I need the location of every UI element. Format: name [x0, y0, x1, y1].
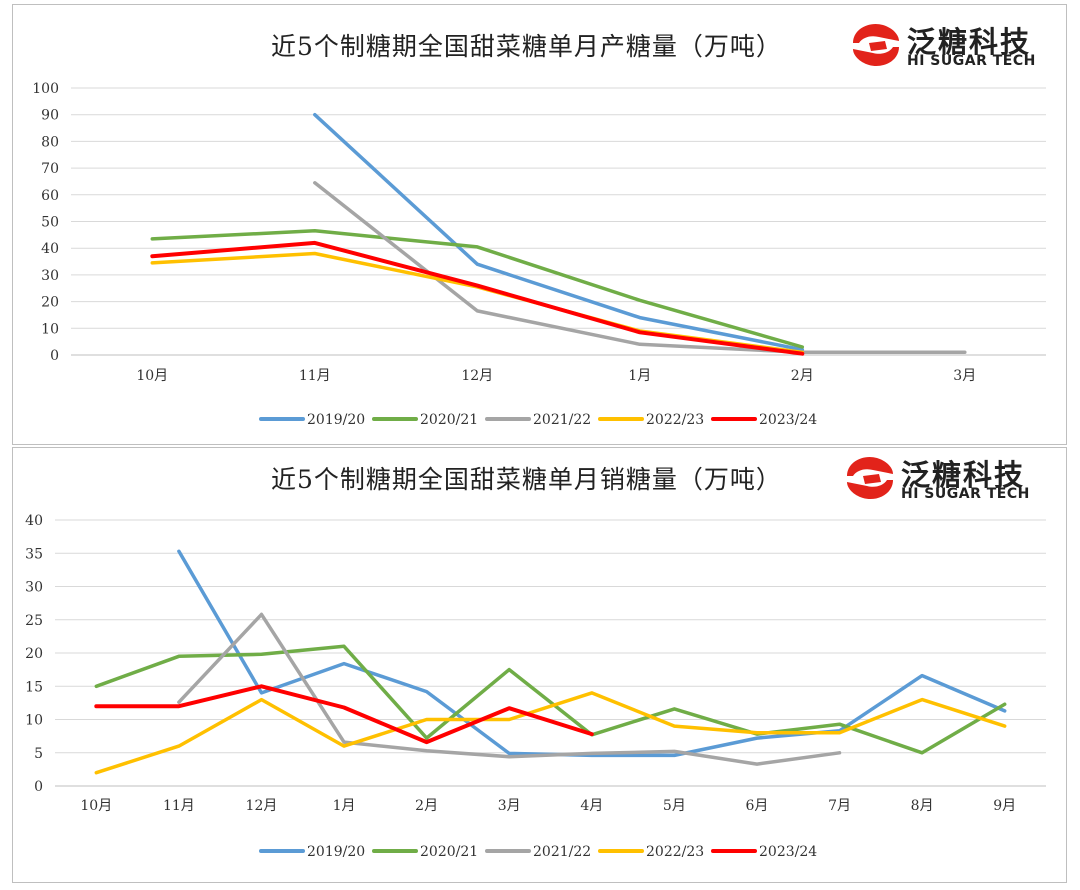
logo: 泛糖科技 HI SUGAR TECH	[843, 452, 1063, 504]
sales-chart: 0 5 10 15 20 25 30 35 40 10月 11月 12月 1月 2月 3月 4月 5月 6月 7月 8…	[25, 513, 1046, 860]
legend-label: 2023/24	[759, 844, 817, 860]
logo: 泛糖科技 HI SUGAR TECH	[849, 19, 1069, 71]
hi-sugar-logo-icon	[847, 456, 893, 500]
series-line-2023-24	[150, 240, 805, 356]
legend-label: 2019/20	[307, 412, 365, 428]
y-tick-label: 5	[34, 746, 43, 762]
y-tick-label: 40	[41, 241, 59, 257]
brand-name-cn: 泛糖科技	[907, 25, 1032, 59]
x-tick-label: 3月	[498, 798, 521, 814]
x-tick-label: 2月	[791, 368, 814, 384]
x-tick-label: 12月	[461, 368, 493, 384]
y-tick-label: 20	[41, 295, 59, 311]
y-tick-label: 100	[32, 81, 59, 97]
y-tick-label: 0	[34, 779, 43, 795]
series-line-2022-23	[94, 691, 1007, 775]
y-tick-label: 15	[25, 679, 43, 695]
series-line-2019-20	[313, 112, 805, 352]
series-line-2020-21	[150, 229, 805, 349]
y-tick-label: 90	[41, 108, 59, 124]
x-tick-label: 7月	[828, 798, 851, 814]
series-line-2021-22	[177, 612, 842, 766]
y-tick-label: 10	[25, 713, 43, 729]
x-tick-label: 2月	[415, 798, 438, 814]
legend-label: 2023/24	[759, 412, 817, 428]
x-tick-label: 8月	[911, 798, 934, 814]
brand-name-en: HI SUGAR TECH	[907, 53, 1036, 69]
x-tick-label: 1月	[628, 368, 651, 384]
y-tick-label: 25	[25, 613, 43, 629]
series-line-2023-24	[94, 684, 594, 745]
legend-label: 2022/23	[646, 412, 704, 428]
legend-label: 2020/21	[420, 412, 478, 428]
series-line-2020-21	[94, 644, 1007, 755]
y-tick-label: 20	[25, 646, 43, 662]
y-tick-label: 50	[41, 215, 59, 231]
production-chart: 0 10 20 30 40 50 60 70 80 90 100 10月 11月 12月 1月 2月 3月 201…	[32, 81, 1046, 428]
hi-sugar-logo-icon	[853, 23, 899, 67]
series-line-2019-20	[177, 549, 1007, 758]
x-tick-label: 11月	[163, 798, 195, 814]
y-tick-label: 10	[41, 321, 59, 337]
chart-title: 近5个制糖期全国甜菜糖单月产糖量（万吨）	[271, 32, 782, 61]
legend-label: 2021/22	[533, 844, 591, 860]
series-line-2022-23	[150, 251, 805, 355]
sales-chart-panel: 0 5 10 15 20 25 30 35 40 10月 11月 12月 1月 2月 3月 4月 5月 6月 7月 8…	[12, 447, 1067, 883]
x-tick-label: 10月	[136, 368, 168, 384]
y-tick-label: 80	[41, 134, 59, 150]
legend-label: 2021/22	[533, 412, 591, 428]
x-tick-label: 12月	[246, 798, 278, 814]
legend-label: 2020/21	[420, 844, 478, 860]
y-tick-label: 0	[50, 348, 59, 364]
x-tick-label: 6月	[745, 798, 768, 814]
x-tick-label: 3月	[953, 368, 976, 384]
y-tick-label: 30	[25, 580, 43, 596]
x-tick-label: 1月	[333, 798, 356, 814]
y-tick-label: 60	[41, 188, 59, 204]
x-tick-label: 5月	[663, 798, 686, 814]
y-tick-label: 70	[41, 161, 59, 177]
brand-name-cn: 泛糖科技	[901, 458, 1026, 492]
y-tick-label: 30	[41, 268, 59, 284]
y-tick-label: 40	[25, 513, 43, 529]
x-tick-label: 10月	[80, 798, 112, 814]
x-tick-label: 4月	[580, 798, 603, 814]
production-chart-panel: 0 10 20 30 40 50 60 70 80 90 100 10月 11月 12月 1月 2月 3月 201…	[12, 4, 1067, 445]
chart-title: 近5个制糖期全国甜菜糖单月销糖量（万吨）	[271, 465, 782, 494]
brand-name-en: HI SUGAR TECH	[901, 486, 1030, 502]
series-line-2021-22	[313, 181, 967, 355]
x-tick-label: 11月	[299, 368, 331, 384]
legend-label: 2019/20	[307, 844, 365, 860]
legend-label: 2022/23	[646, 844, 704, 860]
x-tick-label: 9月	[993, 798, 1016, 814]
y-tick-label: 35	[25, 546, 43, 562]
